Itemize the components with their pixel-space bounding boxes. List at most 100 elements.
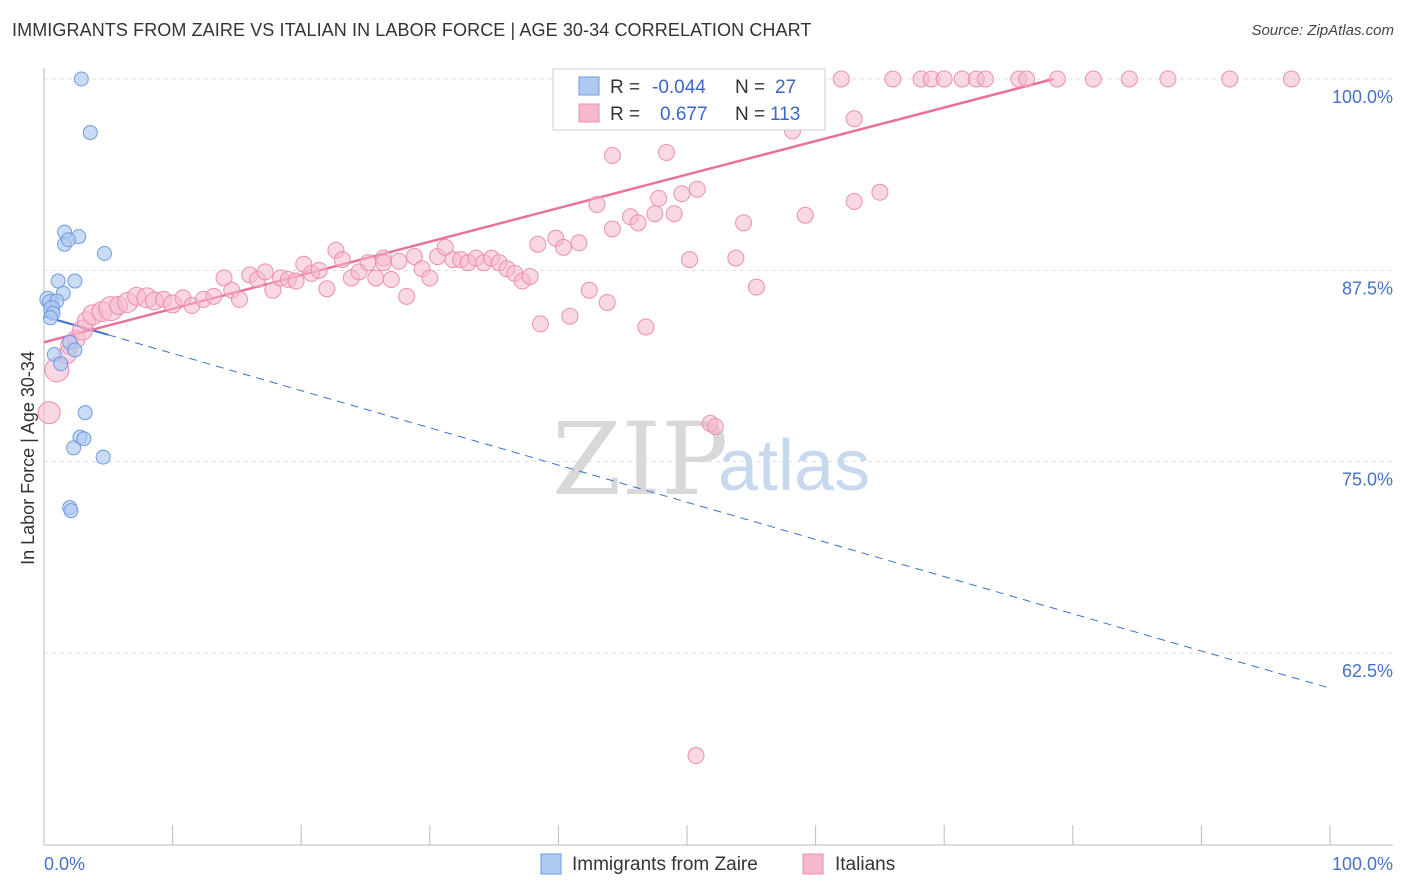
italians-point-109 (1282, 70, 1300, 88)
zaire-point-24 (95, 449, 111, 465)
italians-point-68 (588, 196, 606, 214)
zaire-point-0 (73, 71, 89, 87)
legend-swatch-zaire (578, 76, 600, 96)
italians-point-95 (884, 70, 902, 88)
trend-lines (43, 77, 1331, 689)
italians-point-70 (603, 220, 621, 238)
legend-n-value-zaire: 27 (775, 77, 796, 98)
legend-r-value-italians: 0.677 (660, 104, 708, 125)
zaire-point-1 (82, 125, 98, 141)
italians-point-103 (1018, 70, 1036, 88)
italians-point-23 (230, 290, 248, 308)
italians-point-85 (735, 214, 753, 232)
legend-r-value-zaire: -0.044 (652, 77, 706, 98)
italians-point-34 (318, 280, 336, 298)
zaire-point-22 (76, 431, 92, 447)
italians-point-66 (570, 234, 588, 252)
italians-point-75 (646, 205, 664, 223)
y-axis-label: In Labor Force | Age 30-34 (18, 351, 38, 565)
watermark-atlas: atlas (718, 426, 870, 506)
zaire-point-19 (53, 356, 69, 372)
watermark: ZIP atlas (552, 401, 870, 518)
italians-point-98 (935, 70, 953, 88)
zaire-point-5 (60, 232, 76, 248)
zaire-trend-dashed (108, 334, 1331, 689)
italians-point-60 (521, 267, 539, 285)
y-tick-label-3: 100.0% (1332, 87, 1393, 107)
legend-n-label-italians: N = (735, 104, 765, 125)
x-tick-max: 100.0% (1332, 854, 1393, 874)
italians-point-39 (359, 254, 377, 272)
zaire-points (39, 71, 112, 519)
italians-point-71 (603, 147, 621, 165)
italians-point-77 (657, 143, 675, 161)
legend-r-label-zaire: R = (610, 77, 640, 98)
italians-point-84 (727, 249, 745, 267)
italians-point-91 (845, 110, 863, 128)
zaire-point-20 (77, 405, 93, 421)
italians-point-43 (390, 252, 408, 270)
italians-point-81 (688, 180, 706, 198)
italians-point-83 (706, 417, 724, 435)
italians-point-106 (1120, 70, 1138, 88)
italians-point-44 (398, 287, 416, 305)
italians-point-90 (871, 183, 889, 201)
zaire-point-6 (96, 245, 112, 261)
italians-point-61 (529, 235, 547, 253)
italians-point-79 (673, 185, 691, 203)
italians-point-27 (264, 281, 282, 299)
italians-point-42 (382, 271, 400, 289)
zaire-point-17 (67, 342, 83, 358)
italians-point-76 (650, 189, 668, 207)
italians-point-69 (598, 293, 616, 311)
italians-point-89 (845, 192, 863, 210)
x-minor-ticks (43, 825, 1331, 845)
italians-point-40 (367, 269, 385, 287)
italians-point-21 (215, 269, 233, 287)
zaire-point-26 (63, 503, 79, 519)
italians-point-30 (287, 272, 305, 290)
legend-box: R = -0.044 N = 27 R = 0.677 N = 113 (552, 68, 826, 131)
italians-point-74 (637, 318, 655, 336)
bottom-legend: Immigrants from Zaire Italians (540, 853, 895, 875)
italians-point-0 (37, 401, 61, 425)
bottom-legend-label-zaire: Immigrants from Zaire (572, 854, 758, 875)
italians-point-107 (1159, 70, 1177, 88)
italians-point-86 (747, 278, 765, 296)
italians-point-105 (1084, 70, 1102, 88)
x-tick-min: 0.0% (44, 854, 85, 874)
italians-point-67 (580, 281, 598, 299)
italians-point-112 (375, 254, 393, 272)
italians-point-88 (796, 206, 814, 224)
axes (43, 68, 1393, 846)
italians-point-94 (832, 70, 850, 88)
italians-point-26 (256, 263, 274, 281)
italians-point-108 (1221, 70, 1239, 88)
y-tick-label-1: 75.0% (1342, 470, 1393, 490)
bottom-legend-label-italians: Italians (835, 854, 895, 875)
y-tick-label-2: 87.5% (1342, 278, 1393, 298)
legend-r-label-italians: R = (610, 104, 640, 125)
bottom-legend-swatch-italians (802, 853, 824, 875)
legend-swatch-italians (578, 103, 600, 123)
zaire-point-8 (67, 273, 83, 289)
y-tick-labels: 62.5% 75.0% 87.5% 100.0% (1332, 87, 1393, 681)
watermark-zip: ZIP (552, 401, 728, 518)
italians-point-80 (681, 251, 699, 269)
italians-points (37, 70, 1300, 765)
italians-point-20 (205, 287, 223, 305)
italians-point-99 (953, 70, 971, 88)
y-tick-label-0: 62.5% (1342, 661, 1393, 681)
italians-point-33 (310, 261, 328, 279)
chart-title: IMMIGRANTS FROM ZAIRE VS ITALIAN IN LABO… (12, 20, 812, 40)
source-credit: Source: ZipAtlas.com (1251, 22, 1394, 39)
italians-point-62 (531, 315, 549, 333)
zaire-point-23 (66, 440, 82, 456)
italians-point-101 (976, 70, 994, 88)
italians-point-104 (1048, 70, 1066, 88)
legend-n-label-zaire: N = (735, 77, 765, 98)
italians-point-65 (561, 307, 579, 325)
italians-point-111 (687, 747, 705, 765)
italians-point-45 (405, 248, 423, 266)
